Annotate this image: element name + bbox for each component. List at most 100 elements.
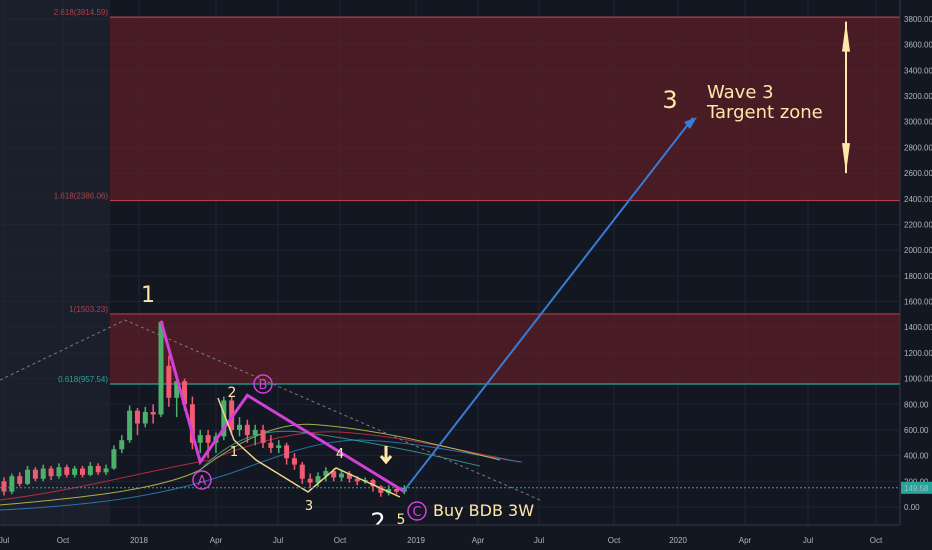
candle-body (331, 471, 337, 478)
fib-level-label: 2.618(3814.59) (54, 8, 109, 17)
candle-body (252, 429, 258, 436)
candle-body (158, 322, 164, 415)
candle-body (25, 469, 31, 484)
candle-body (32, 469, 38, 479)
candle-body (221, 400, 227, 437)
x-tick-label: Jul (273, 536, 283, 545)
candle-body (9, 476, 15, 492)
wave-pattern (159, 320, 406, 498)
candlestick-series (1, 322, 407, 497)
y-tick-label: 2200.00 (904, 220, 932, 229)
candle-body (111, 449, 117, 469)
y-tick-label: 3400.00 (904, 66, 932, 75)
fib-level-label: 1.618(2386.06) (54, 192, 109, 201)
y-tick-label: 3800.00 (904, 15, 932, 24)
candle-body (346, 473, 352, 479)
candle-body (174, 381, 180, 398)
candle-body (127, 410, 133, 441)
last-price-badge (901, 481, 932, 494)
candle-body (142, 411, 148, 424)
candle-body (260, 429, 266, 443)
x-tick-label: Jul (534, 536, 544, 545)
candle-body (354, 478, 360, 482)
wave-3-title: Wave 3 (707, 82, 774, 103)
candle-body (394, 489, 399, 492)
candle-body (182, 381, 188, 405)
candle-body (197, 435, 203, 443)
trend-line (0, 319, 541, 501)
candle-body (205, 435, 211, 443)
candle-body (56, 467, 62, 477)
wave-a-marker (192, 470, 212, 490)
candle-body (95, 465, 101, 473)
wave-b-marker (253, 374, 273, 394)
subwave-5-label: 5 (397, 512, 406, 528)
wave-c-label: C (412, 505, 421, 520)
candle-body (1, 481, 7, 492)
moving-average-line (0, 431, 521, 501)
wave-b-label: B (259, 378, 268, 393)
fib-zones (110, 17, 900, 385)
wave-abc-line (159, 320, 406, 493)
subwave-line (217, 397, 401, 498)
x-tick-label: Apr (210, 536, 223, 545)
candle-body (339, 473, 345, 478)
x-tick-label: Apr (739, 536, 752, 545)
x-axis-panel (0, 525, 932, 550)
down-arrow-marker (379, 446, 393, 465)
candle-body (291, 458, 297, 465)
fib-zone (110, 17, 900, 201)
fib-levels: 2.618(3814.59) 1.618(2386.06) 1(1503.23) 0.… (54, 8, 900, 385)
x-tick-label: Oct (608, 536, 621, 545)
candle-body (134, 410, 140, 424)
candle-body (299, 464, 305, 479)
subwave-3-label: 3 (305, 499, 313, 514)
x-tick-label: Oct (870, 536, 883, 545)
candle-body (40, 468, 46, 479)
candle-body (378, 486, 384, 493)
candle-body (315, 476, 321, 483)
candle-body (276, 445, 282, 448)
candle-body (370, 480, 376, 487)
history-shade (0, 0, 110, 525)
y-tick-label: 800.00 (904, 400, 929, 409)
subwave-1-label: 1 (230, 445, 238, 460)
y-tick-label: 1000.00 (904, 375, 932, 384)
y-tick-label: 2600.00 (904, 169, 932, 178)
candle-body (48, 468, 54, 477)
candle-body (323, 471, 329, 477)
y-tick-label: 3200.00 (904, 92, 932, 101)
wave-c-marker (407, 501, 427, 521)
candle-body (150, 411, 156, 415)
y-tick-label: 2800.00 (904, 143, 932, 152)
candle-body (386, 489, 392, 493)
fib-level-label: 1(1503.23) (69, 305, 108, 314)
y-tick-label: 1200.00 (904, 349, 932, 358)
candle-body (119, 440, 125, 450)
x-tick-label: 2018 (130, 536, 148, 545)
target-range-top-arrow (842, 21, 850, 52)
candle-body (80, 468, 85, 475)
projection-arrowhead (684, 117, 697, 129)
candle-body (307, 478, 313, 483)
fib-zone (110, 313, 900, 385)
fib-level-label: 0.618(957.54) (58, 375, 108, 384)
candle-body (103, 468, 109, 473)
candle-body (244, 424, 250, 436)
x-tick-label: Oct (57, 536, 70, 545)
candle-body (64, 467, 70, 475)
candle-body (237, 424, 242, 430)
candle-body (72, 468, 78, 475)
wave-a-label: A (198, 474, 207, 489)
y-axis-panel (900, 0, 932, 550)
candle-body (17, 476, 23, 484)
x-tick-label: Jul (803, 536, 813, 545)
candle-body (189, 404, 195, 443)
projection-overlay (0, 21, 900, 491)
x-tick-label: 2019 (407, 536, 425, 545)
wave-3-label: 3 (662, 86, 677, 114)
y-tick-label: 0.00 (904, 503, 920, 512)
target-range-bottom-arrow (842, 143, 850, 174)
subwave-4-label: 4 (336, 447, 344, 462)
